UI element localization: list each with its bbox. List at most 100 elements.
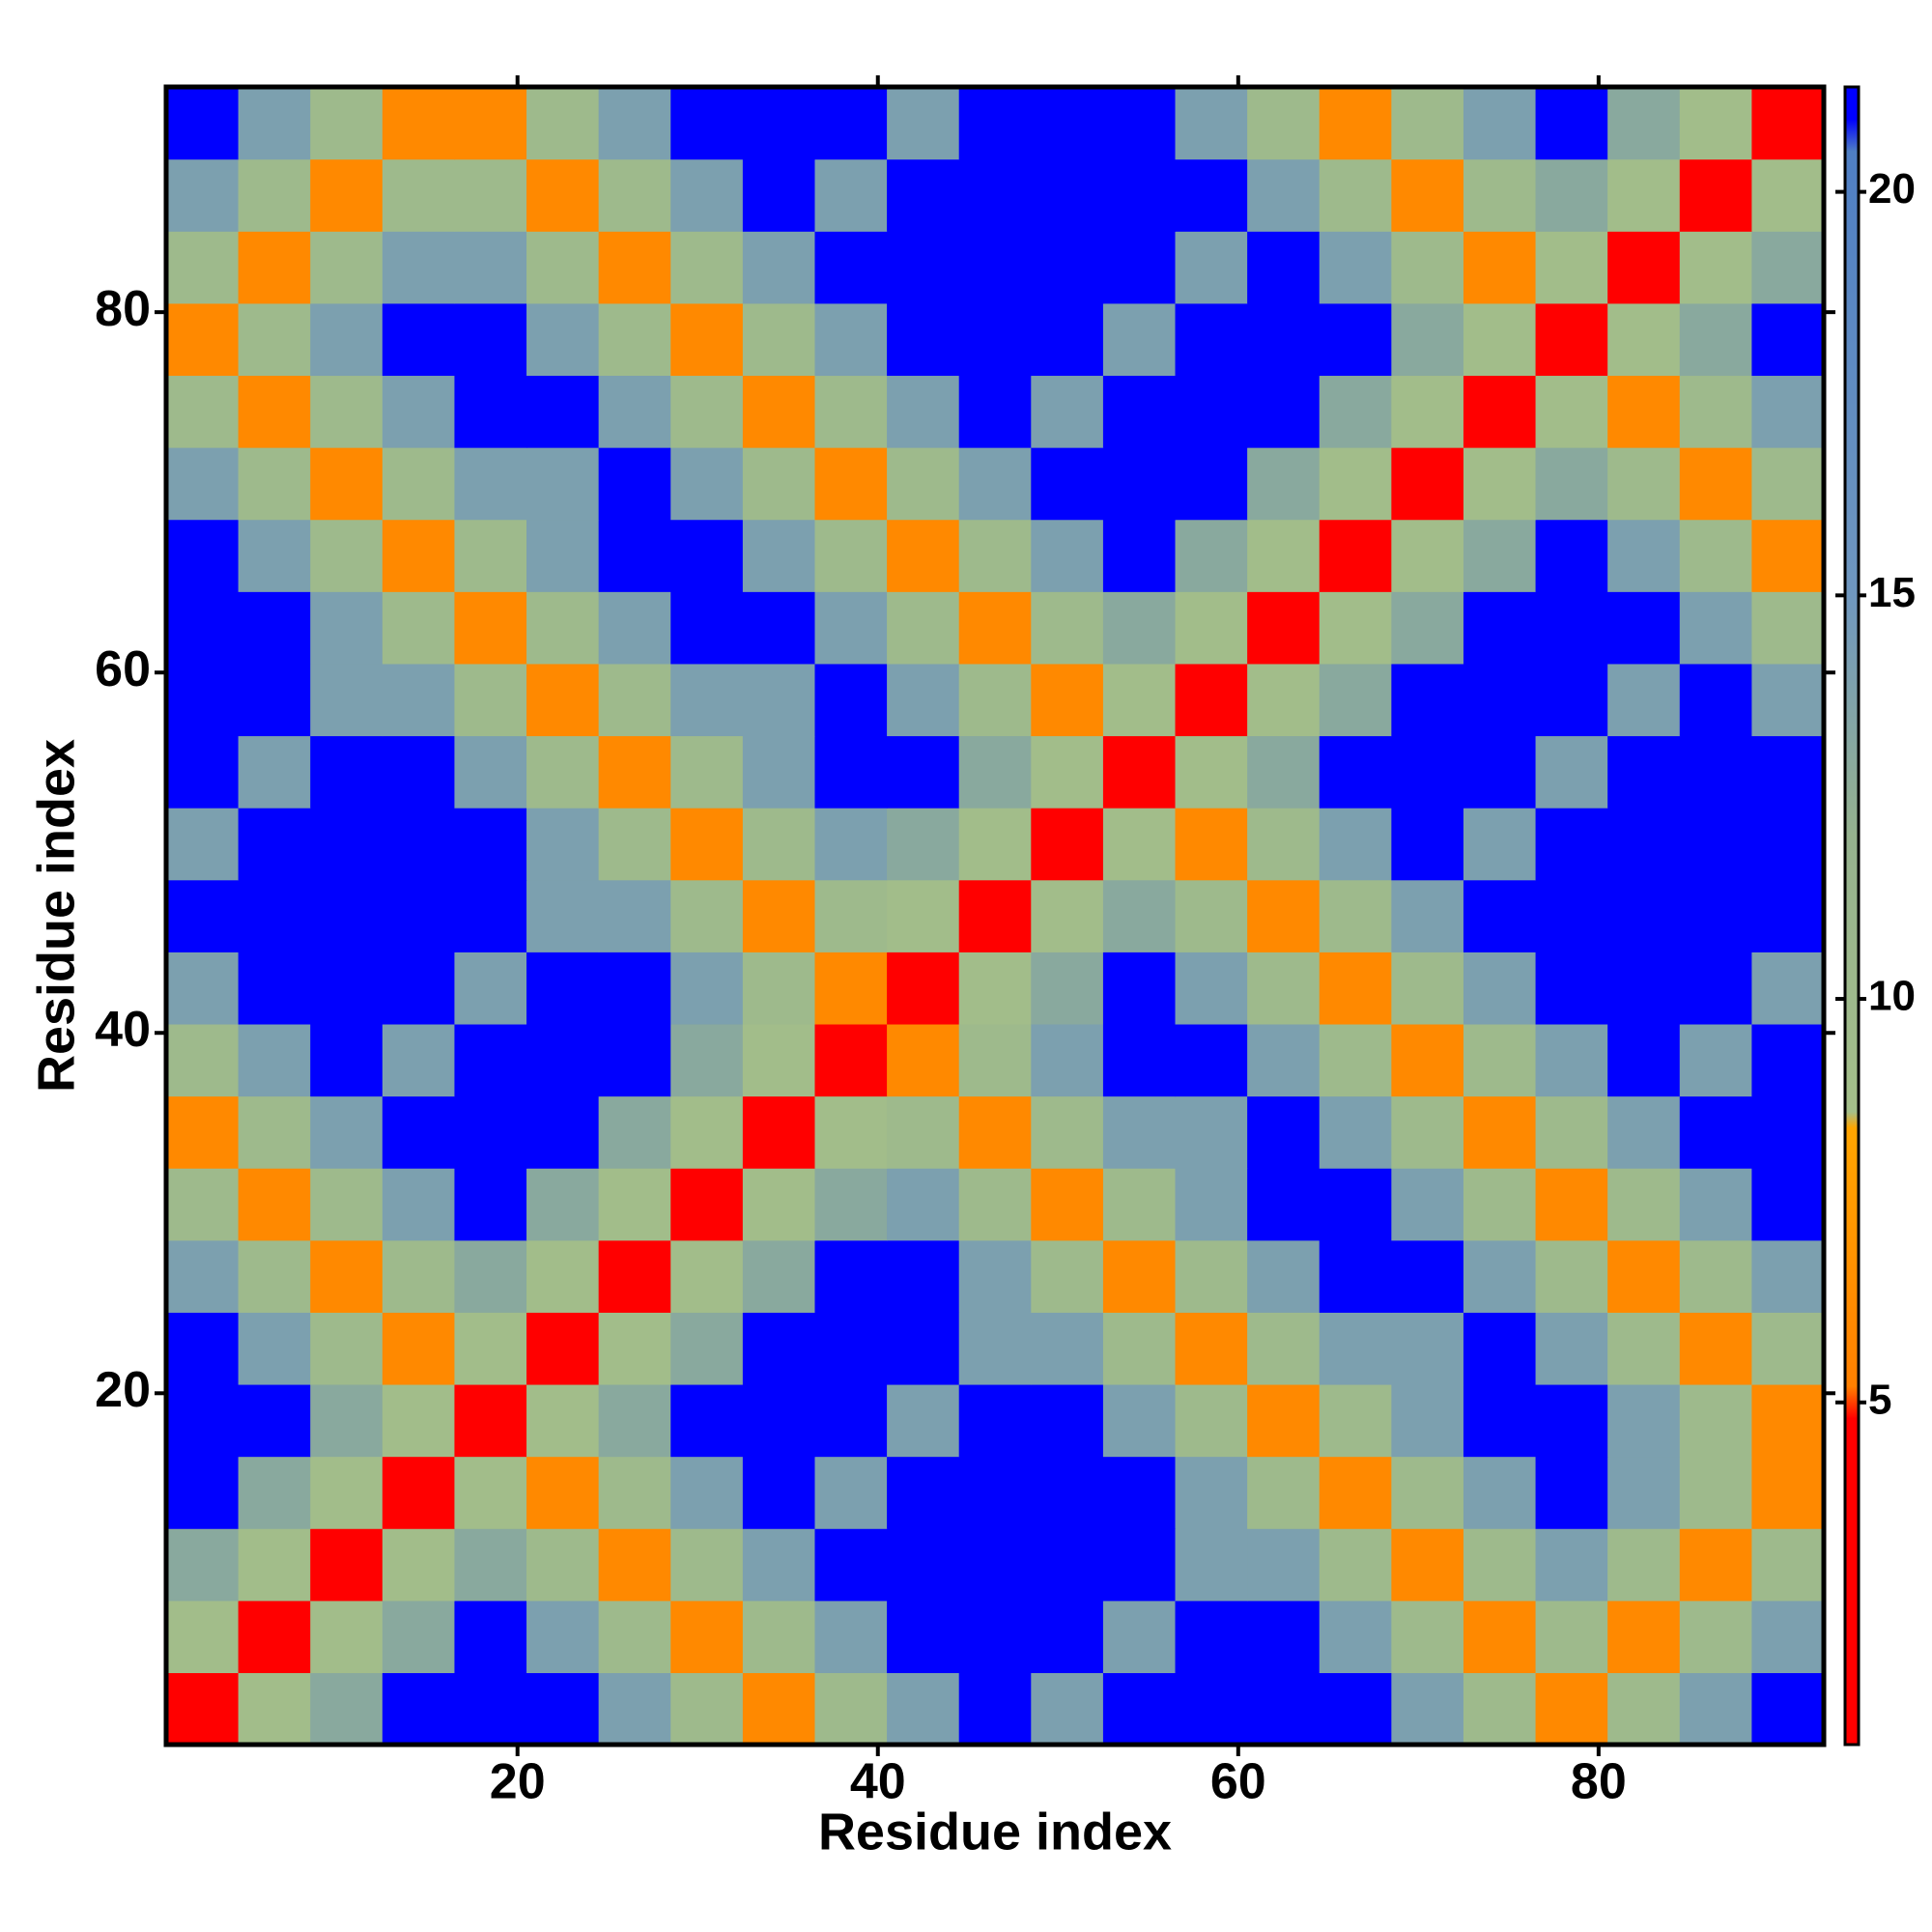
heatmap-cell — [526, 1456, 600, 1529]
heatmap-cell — [887, 1383, 960, 1458]
heatmap-cell — [1247, 1168, 1321, 1241]
heatmap-cell — [598, 1672, 671, 1746]
heatmap-cell — [1391, 1095, 1464, 1169]
heatmap-cell — [1607, 1672, 1681, 1746]
heatmap-cell — [382, 735, 456, 809]
heatmap-cell — [1679, 1312, 1752, 1385]
heatmap-cell — [166, 663, 240, 737]
heatmap-cell — [1319, 158, 1392, 232]
heatmap-cell — [1102, 1312, 1177, 1385]
heatmap-cell — [454, 375, 527, 448]
heatmap-cell — [670, 1600, 744, 1673]
heatmap-cell — [454, 1383, 527, 1458]
heatmap-cell — [526, 591, 600, 665]
heatmap-cell — [1175, 87, 1248, 160]
heatmap-cell — [1247, 1383, 1321, 1458]
heatmap-cell — [1607, 663, 1681, 737]
colorbar-tick-label: 15 — [1868, 569, 1916, 616]
heatmap-cell — [1175, 519, 1248, 592]
heatmap-cell — [310, 952, 384, 1025]
heatmap-cell — [1319, 87, 1392, 160]
heatmap-cell — [1175, 1239, 1248, 1313]
heatmap-cell — [1607, 519, 1681, 592]
heatmap-cell — [1463, 519, 1537, 592]
heatmap-cell — [1391, 1672, 1464, 1746]
heatmap-cell — [1031, 1383, 1104, 1458]
heatmap-cell — [1319, 1095, 1392, 1169]
heatmap-cell — [1031, 302, 1104, 377]
heatmap-cell — [814, 158, 888, 232]
heatmap-cell — [1391, 375, 1464, 448]
heatmap-cell — [1607, 591, 1681, 665]
heatmap-cell — [1391, 591, 1464, 665]
heatmap-cell — [1607, 231, 1681, 304]
heatmap-cell — [742, 1600, 816, 1673]
heatmap-cell — [1102, 1095, 1177, 1169]
heatmap-cell — [598, 447, 671, 521]
heatmap-cell — [454, 1095, 527, 1169]
heatmap-cell — [1175, 735, 1248, 809]
heatmap-cell — [1175, 1672, 1248, 1746]
heatmap-cell — [310, 231, 384, 304]
heatmap-cell — [1607, 952, 1681, 1025]
heatmap-cell — [887, 1095, 960, 1169]
heatmap-cell — [1607, 302, 1681, 377]
heatmap-cell — [1535, 1239, 1608, 1313]
heatmap-cell — [598, 302, 671, 377]
heatmap-cell — [166, 375, 240, 448]
colorbar-tick-label: 20 — [1868, 165, 1916, 213]
heatmap-cell — [1391, 1600, 1464, 1673]
heatmap-cell — [814, 591, 888, 665]
heatmap-cell — [1102, 302, 1177, 377]
heatmap-cell — [1102, 447, 1177, 521]
heatmap-cell — [310, 735, 384, 809]
heatmap-cell — [526, 735, 600, 809]
y-axis-label: Residue index — [27, 739, 85, 1093]
heatmap-cell — [1751, 1672, 1825, 1746]
heatmap-cell — [526, 519, 600, 592]
heatmap-cell — [526, 952, 600, 1025]
heatmap-cell — [887, 1023, 960, 1097]
heatmap-cell — [1102, 808, 1177, 881]
heatmap-cell — [166, 1528, 240, 1602]
heatmap-cell — [1391, 735, 1464, 809]
heatmap-cell — [670, 1095, 744, 1169]
heatmap-cell — [1247, 1095, 1321, 1169]
heatmap-cell — [1319, 1383, 1392, 1458]
heatmap-cell — [887, 1456, 960, 1529]
heatmap-cell — [1391, 87, 1464, 160]
heatmap-cell — [166, 1095, 240, 1169]
heatmap-cell — [742, 1023, 816, 1097]
heatmap-cell — [742, 1528, 816, 1602]
heatmap-cell — [310, 1383, 384, 1458]
heatmap-cell — [1319, 1168, 1392, 1241]
heatmap-cell — [382, 1672, 456, 1746]
heatmap-cell — [166, 735, 240, 809]
heatmap-cell — [1535, 1528, 1608, 1602]
heatmap-cell — [238, 1672, 311, 1746]
colorbar — [1843, 85, 1861, 1747]
heatmap-cell — [958, 1383, 1032, 1458]
heatmap-cell — [598, 1312, 671, 1385]
heatmap-cell — [1463, 663, 1537, 737]
x-tick-label: 80 — [1571, 1754, 1627, 1810]
heatmap-cell — [526, 1600, 600, 1673]
heatmap-cell — [742, 1312, 816, 1385]
heatmap-cell — [1031, 1023, 1104, 1097]
heatmap-cell — [382, 375, 456, 448]
heatmap-cell — [1247, 375, 1321, 448]
heatmap-cell — [1607, 375, 1681, 448]
heatmap-cell — [1319, 879, 1392, 952]
heatmap-cell — [1319, 375, 1392, 448]
heatmap-cell — [454, 808, 527, 881]
heatmap-cell — [310, 1456, 384, 1529]
heatmap-cell — [166, 591, 240, 665]
heatmap-cell — [1679, 808, 1752, 881]
heatmap-cell — [1102, 519, 1177, 592]
heatmap-cell — [742, 1239, 816, 1313]
heatmap-cell — [670, 519, 744, 592]
heatmap-cell — [238, 735, 311, 809]
heatmap-cell — [1247, 808, 1321, 881]
heatmap-cell — [814, 952, 888, 1025]
heatmap-cell — [382, 1312, 456, 1385]
